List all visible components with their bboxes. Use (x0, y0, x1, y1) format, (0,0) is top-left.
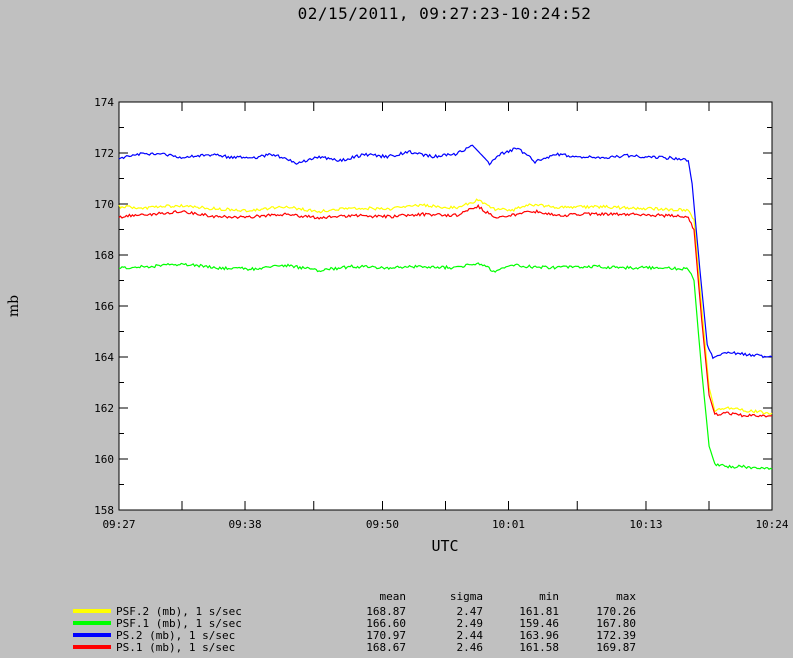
axes: 158 160 162 164 166 168 170 172 174 09:27 09:38 09:… (94, 96, 789, 531)
y-tick-label: 166 (94, 300, 114, 313)
x-tick-label: 09:50 (366, 518, 399, 531)
series-line (118, 198, 773, 415)
series-line (118, 204, 773, 418)
stat-max: 170.26 (596, 605, 636, 618)
stat-min: 161.58 (519, 641, 559, 654)
stat-row-psf2: PSF.2 (mb), 1 s/sec 168.87 2.47 161.81 1… (0, 605, 793, 618)
x-tick-label: 10:01 (492, 518, 525, 531)
stat-header-min: min (539, 590, 559, 603)
stat-header-sigma: sigma (449, 590, 483, 603)
stat-mean: 168.67 (366, 641, 406, 654)
stat-sigma: 2.47 (456, 605, 484, 618)
stat-min: 163.96 (519, 629, 559, 642)
stat-mean: 168.87 (366, 605, 406, 618)
x-tick-label: 10:24 (755, 518, 788, 531)
stat-header-max: max (616, 590, 636, 603)
stat-sigma: 2.49 (456, 617, 484, 630)
y-tick-label: 162 (94, 402, 114, 415)
stat-row-ps2: PS.2 (mb), 1 s/sec 170.97 2.44 163.96 17… (0, 629, 793, 642)
stat-min: 159.46 (519, 617, 559, 630)
stat-header-mean: mean (379, 590, 407, 603)
x-axis-label: UTC (431, 537, 458, 555)
series-lines (118, 144, 773, 470)
legend-label: PSF.2 (mb), 1 s/sec (116, 605, 242, 618)
stat-row-ps1: PS.1 (mb), 1 s/sec 168.67 2.46 161.58 16… (0, 641, 793, 654)
series-line (118, 144, 773, 360)
series-line (118, 262, 773, 470)
y-tick-label: 158 (94, 504, 114, 517)
x-tick-label: 09:38 (228, 518, 261, 531)
stat-mean: 170.97 (366, 629, 406, 642)
y-tick-label: 174 (94, 96, 114, 109)
line-chart: 158 160 162 164 166 168 170 172 174 09:27 09:38 09:… (6, 96, 789, 555)
y-tick-label: 170 (94, 198, 114, 211)
y-axis-label: mb (6, 295, 22, 317)
stat-max: 167.80 (596, 617, 636, 630)
stat-min: 161.81 (519, 605, 559, 618)
legend-swatch (73, 621, 111, 625)
stat-max: 169.87 (596, 641, 636, 654)
stat-sigma: 2.44 (456, 629, 484, 642)
x-tick-label: 09:27 (102, 518, 135, 531)
stat-sigma: 2.46 (456, 641, 484, 654)
y-tick-label: 160 (94, 453, 114, 466)
legend-swatch (73, 609, 111, 613)
legend-swatch (73, 645, 111, 649)
legend-label: PS.1 (mb), 1 s/sec (116, 641, 236, 654)
plot-area (118, 101, 773, 511)
stat-mean: 166.60 (366, 617, 406, 630)
stat-max: 172.39 (596, 629, 636, 642)
legend-label: PS.2 (mb), 1 s/sec (116, 629, 236, 642)
legend-label: PSF.1 (mb), 1 s/sec (116, 617, 242, 630)
chart-title: 02/15/2011, 09:27:23-10:24:52 (297, 4, 592, 23)
y-tick-label: 164 (94, 351, 114, 364)
legend-swatch (73, 633, 111, 637)
y-tick-label: 168 (94, 249, 114, 262)
x-tick-label: 10:13 (629, 518, 662, 531)
stat-row-psf1: PSF.1 (mb), 1 s/sec 166.60 2.49 159.46 1… (0, 617, 793, 630)
y-tick-label: 172 (94, 147, 114, 160)
